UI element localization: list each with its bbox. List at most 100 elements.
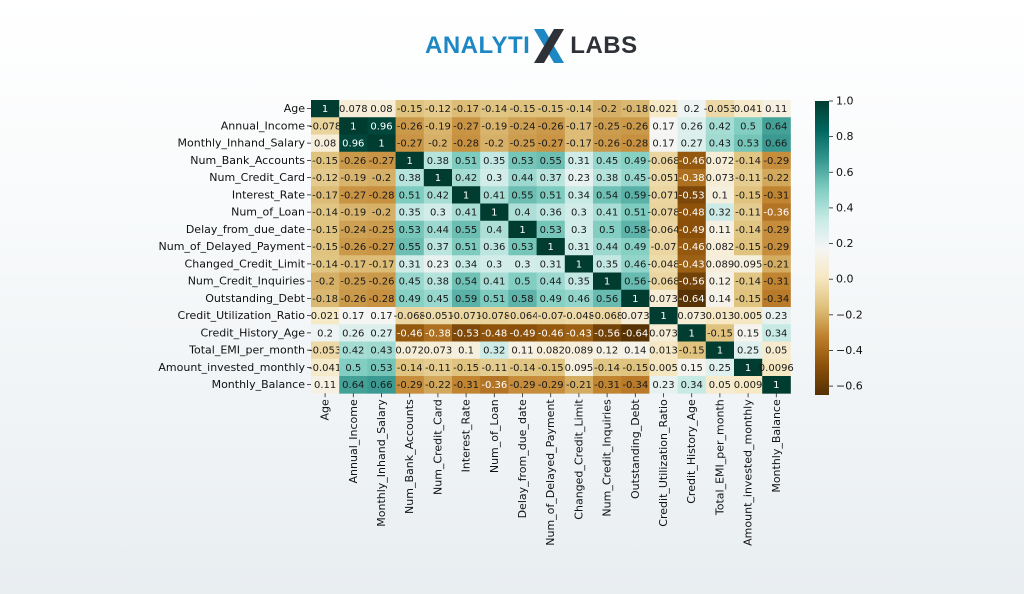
heatmap-cell-label: -0.27 [397, 139, 423, 150]
heatmap-cell-label: -0.051 [422, 311, 454, 322]
heatmap-cell-label: 0.073 [621, 311, 650, 322]
heatmap-cell-label: 0.53 [511, 156, 533, 167]
heatmap-cell [593, 186, 622, 204]
heatmap-cell [508, 100, 537, 118]
heatmap-cell-label: 0.41 [596, 208, 618, 219]
heatmap-cell [508, 376, 537, 394]
heatmap-cell-label: 0.5 [345, 363, 361, 374]
heatmap-cell-label: 0.23 [652, 380, 674, 391]
heatmap-cell-label: -0.11 [735, 173, 761, 184]
heatmap-cell-label: -0.14 [594, 363, 620, 374]
heatmap-cell-label: 0.55 [399, 242, 421, 253]
heatmap-cell-label: -0.19 [340, 173, 366, 184]
logo-text-labs: LABS [570, 32, 638, 59]
heatmap-cell [677, 186, 707, 204]
column-label-monthly-balance: Monthly_Balance [770, 399, 783, 493]
heatmap-cell-label: 0.3 [486, 259, 502, 270]
heatmap-cell [621, 272, 650, 291]
heatmap-cell [564, 203, 594, 222]
heatmap-cell-label: 0.12 [596, 346, 618, 357]
heatmap-cell [339, 272, 368, 291]
heatmap-cell-label: 0.078 [339, 104, 368, 115]
heatmap-cell-label: -0.38 [425, 328, 451, 339]
heatmap-cell-label: 0.082 [706, 242, 735, 253]
heatmap-cell-label: 0.32 [483, 346, 505, 357]
heatmap-cell [649, 117, 678, 135]
heatmap-cell-label: 0.17 [652, 139, 674, 150]
heatmap-cell-label: -0.14 [735, 156, 761, 167]
heatmap-cell [395, 376, 425, 394]
heatmap-cell [508, 203, 537, 222]
heatmap-cell-label: 0.073 [649, 328, 678, 339]
heatmap-cell [734, 376, 763, 394]
heatmap-cell-label: -0.17 [566, 121, 592, 132]
heatmap-cell-label: 0.51 [483, 294, 505, 305]
heatmap-cell-label: 0.42 [455, 173, 477, 184]
heatmap-cell [339, 307, 368, 325]
heatmap-cell [677, 203, 707, 222]
heatmap-cell [536, 169, 566, 187]
heatmap-cell-label: 1 [773, 380, 779, 391]
heatmap-cell-label: -0.17 [312, 190, 338, 201]
heatmap-cell [367, 272, 396, 291]
heatmap-cell [367, 324, 396, 342]
heatmap-cell-label: 1 [435, 173, 441, 184]
heatmap-cell [762, 151, 791, 170]
heatmap-cell-label: 0.013 [706, 311, 735, 322]
heatmap-cell-label: -0.14 [566, 104, 592, 115]
heatmap-cell [762, 272, 791, 291]
heatmap-cell [734, 272, 763, 291]
heatmap-cell [593, 255, 622, 273]
heatmap-cell [508, 134, 537, 153]
heatmap-cell-label: -0.17 [369, 259, 395, 270]
heatmap-cell [734, 186, 763, 204]
heatmap-cell-label: -0.38 [679, 173, 705, 184]
heatmap-cell [452, 117, 481, 135]
heatmap-cell-label: 0.46 [624, 259, 646, 270]
heatmap-cell-label: -0.29 [763, 225, 789, 236]
heatmap-cell [677, 272, 707, 291]
heatmap-cell [705, 272, 735, 291]
heatmap-cell [452, 100, 481, 118]
heatmap-cell [564, 100, 594, 118]
heatmap-cell [621, 203, 650, 222]
heatmap-cell [423, 169, 453, 187]
heatmap-cell [762, 238, 791, 256]
heatmap-cell-label: 0.05 [765, 346, 787, 357]
heatmap-cell-label: 1 [632, 294, 638, 305]
heatmap-cell [649, 220, 678, 239]
column-label-annual-income: Annual_Income [347, 399, 360, 483]
heatmap-cell-label: -0.53 [453, 328, 479, 339]
heatmap-cell [480, 134, 509, 153]
heatmap-cell-label: 0.54 [455, 277, 477, 288]
heatmap-cell-label: -0.25 [594, 121, 620, 132]
heatmap-cell-label: -0.14 [312, 259, 338, 270]
heatmap-cell [395, 203, 425, 222]
heatmap-cell [621, 376, 650, 394]
heatmap-cell [508, 289, 537, 308]
heatmap-cell [367, 134, 396, 153]
heatmap-cell-label: -0.15 [538, 363, 564, 374]
heatmap-cell-label: -0.053 [309, 346, 341, 357]
heatmap-cell-label: 0.11 [709, 225, 731, 236]
heatmap-cell-label: -0.43 [566, 328, 592, 339]
heatmap-cell [536, 100, 566, 118]
heatmap-cell [311, 358, 340, 377]
heatmap-cell [423, 186, 453, 204]
heatmap-cell [508, 169, 537, 187]
heatmap-cell [621, 307, 650, 325]
heatmap-cell [311, 272, 340, 291]
heatmap-cell [677, 151, 707, 170]
heatmap-cell-label: 0.56 [624, 277, 646, 288]
heatmap-cell-label: 0.51 [455, 156, 477, 167]
heatmap-cell-label: 0.15 [681, 363, 703, 374]
heatmap-cell [564, 324, 594, 342]
heatmap-cell [593, 324, 622, 342]
heatmap-cell-label: -0.17 [340, 259, 366, 270]
heatmap-cell [536, 151, 566, 170]
heatmap-cell [536, 134, 566, 153]
heatmap-cell [593, 203, 622, 222]
heatmap-cell [339, 169, 368, 187]
colorbar-tick-label: −0.2 [836, 308, 863, 321]
heatmap-cell-label: -0.22 [763, 173, 789, 184]
